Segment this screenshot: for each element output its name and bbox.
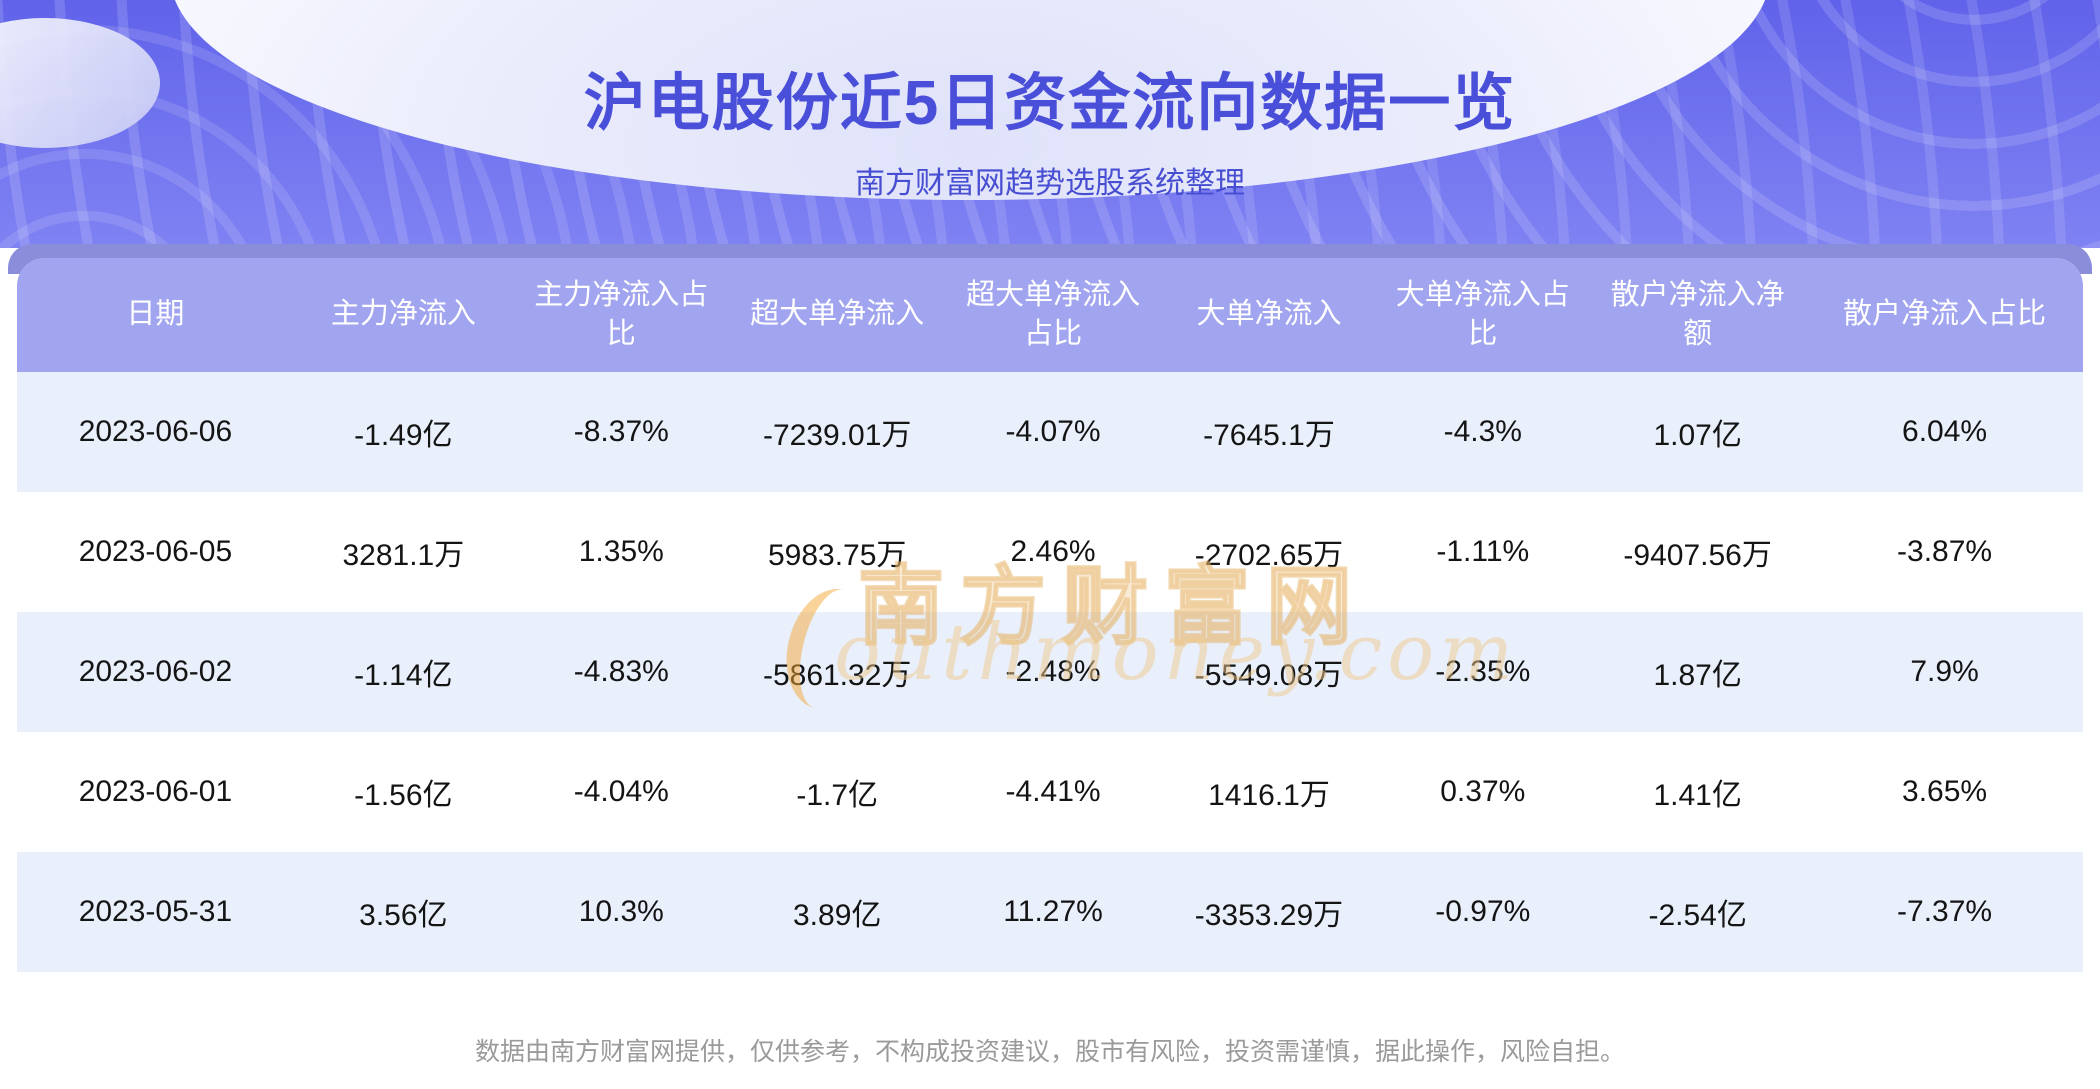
table-cell: -0.97%	[1376, 852, 1590, 972]
table-row: 2023-06-05 3281.1万 1.35% 5983.75万 2.46% -2702…	[17, 492, 2083, 612]
table-cell: 1416.1万	[1161, 732, 1377, 852]
table-row: 2023-06-02 -1.14亿 -4.83% -5861.32万 -2.48% -55…	[17, 612, 2083, 732]
table-cell: -1.11%	[1376, 492, 1590, 612]
table-cell: -4.83%	[512, 612, 730, 732]
table-cell: -2.48%	[944, 612, 1162, 732]
table-cell: -7239.01万	[729, 372, 945, 492]
table-cell: 1.41亿	[1589, 732, 1807, 852]
table-cell: 2023-06-05	[17, 492, 294, 612]
table-cell: -1.56亿	[293, 732, 513, 852]
table-card: 日期 主力净流入 主力净流入占比 超大单净流入 超大单净流入占比 大单净流入 大单净流入占比…	[17, 258, 2083, 972]
table-cell: 5983.75万	[729, 492, 945, 612]
table-cell: -3353.29万	[1161, 852, 1377, 972]
fund-flow-table: 日期 主力净流入 主力净流入占比 超大单净流入 超大单净流入占比 大单净流入 大单净流入占比…	[17, 258, 2083, 972]
table-cell: -3.87%	[1806, 492, 2083, 612]
table-cell: 3281.1万	[293, 492, 513, 612]
table-cell: -1.49亿	[293, 372, 513, 492]
table-cell: -1.7亿	[729, 732, 945, 852]
table-cell: -5861.32万	[729, 612, 945, 732]
column-header: 主力净流入	[293, 258, 513, 372]
column-header: 散户净流入占比	[1806, 258, 2083, 372]
column-header: 超大单净流入	[729, 258, 945, 372]
header-banner: 沪电股份近5日资金流向数据一览 南方财富网趋势选股系统整理	[0, 0, 2100, 248]
column-header: 大单净流入	[1161, 258, 1377, 372]
table-cell: 1.87亿	[1589, 612, 1807, 732]
table-cell: -2.54亿	[1589, 852, 1807, 972]
table-cell: 2023-06-02	[17, 612, 294, 732]
table-row: 2023-06-06 -1.49亿 -8.37% -7239.01万 -4.07% -76…	[17, 372, 2083, 492]
table-cell: -2702.65万	[1161, 492, 1377, 612]
column-header: 散户净流入净额	[1589, 258, 1807, 372]
table-cell: 1.07亿	[1589, 372, 1807, 492]
table-cell: 10.3%	[512, 852, 730, 972]
table-cell: -4.07%	[944, 372, 1162, 492]
table-cell: 7.9%	[1806, 612, 2083, 732]
column-header: 日期	[17, 258, 294, 372]
table-cell: -9407.56万	[1589, 492, 1807, 612]
table-cell: -4.41%	[944, 732, 1162, 852]
table-cell: 1.35%	[512, 492, 730, 612]
page-subtitle: 南方财富网趋势选股系统整理	[855, 167, 1245, 200]
table-row: 2023-05-31 3.56亿 10.3% 3.89亿 11.27% -3353.29万…	[17, 852, 2083, 972]
table-cell: -7.37%	[1806, 852, 2083, 972]
table-header-row: 日期 主力净流入 主力净流入占比 超大单净流入 超大单净流入占比 大单净流入 大单净流入占比…	[17, 258, 2083, 372]
table-cell: -7645.1万	[1161, 372, 1377, 492]
disclaimer: 数据由南方财富网提供，仅供参考，不构成投资建议，股市有风险，投资需谨慎，据此操作…	[474, 1038, 1625, 1066]
table-cell: 3.56亿	[293, 852, 513, 972]
table-row: 2023-06-01 -1.56亿 -4.04% -1.7亿 -4.41% 1416.1万…	[17, 732, 2083, 852]
column-header: 超大单净流入占比	[944, 258, 1162, 372]
table-cell: -8.37%	[512, 372, 730, 492]
table-cell: 3.89亿	[729, 852, 945, 972]
table-cell: 11.27%	[944, 852, 1162, 972]
table-cell: -2.35%	[1376, 612, 1590, 732]
column-header: 大单净流入占比	[1376, 258, 1590, 372]
table-cell: -1.14亿	[293, 612, 513, 732]
table-body: 2023-06-06 -1.49亿 -8.37% -7239.01万 -4.07% -76…	[17, 372, 2083, 972]
table-cell: -4.04%	[512, 732, 730, 852]
table-cell: 2.46%	[944, 492, 1162, 612]
table-cell: 6.04%	[1806, 372, 2083, 492]
table-cell: -5549.08万	[1161, 612, 1377, 732]
table-cell: 2023-05-31	[17, 852, 294, 972]
table-cell: -4.3%	[1376, 372, 1590, 492]
table-cell: 3.65%	[1806, 732, 2083, 852]
table-cell: 2023-06-06	[17, 372, 294, 492]
page-title: 沪电股份近5日资金流向数据一览	[583, 69, 1517, 138]
table-cell: 0.37%	[1376, 732, 1590, 852]
column-header: 主力净流入占比	[512, 258, 730, 372]
table-cell: 2023-06-01	[17, 732, 294, 852]
